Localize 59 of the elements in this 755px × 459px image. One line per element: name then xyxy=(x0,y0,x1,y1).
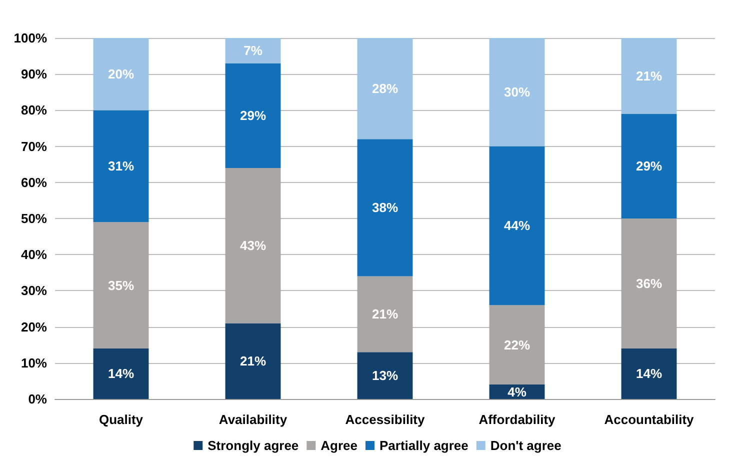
y-tick-label: 50% xyxy=(20,211,48,226)
bar xyxy=(357,139,413,276)
bar xyxy=(225,168,281,324)
y-tick-label: 30% xyxy=(20,283,48,298)
data-label: 21% xyxy=(372,306,398,322)
y-tick-label: 60% xyxy=(20,174,48,190)
bar xyxy=(225,323,281,399)
data-label: 36% xyxy=(636,276,662,291)
data-label: 30% xyxy=(504,84,530,100)
y-tick-label: 10% xyxy=(20,355,48,370)
data-label: 14% xyxy=(108,366,134,382)
bar xyxy=(357,38,413,140)
x-tick-label: Accountability xyxy=(604,412,695,427)
bar xyxy=(93,110,149,222)
data-label: 13% xyxy=(372,368,398,384)
bar xyxy=(225,63,281,168)
data-label: 7% xyxy=(244,43,263,58)
y-tick-label: 90% xyxy=(20,66,48,82)
bar xyxy=(93,222,149,348)
data-label: 14% xyxy=(636,366,662,382)
data-label: 21% xyxy=(636,68,662,84)
data-label: 35% xyxy=(108,278,134,293)
bar xyxy=(93,348,149,399)
y-tick-label: 70% xyxy=(20,138,48,154)
bar xyxy=(489,305,545,385)
bar xyxy=(489,146,545,306)
data-label: 4% xyxy=(508,384,527,400)
data-label: 38% xyxy=(372,200,398,216)
x-tick-label: Accessibility xyxy=(345,412,426,427)
x-tick-label: Quality xyxy=(98,412,144,427)
y-tick-label: 100% xyxy=(14,30,48,46)
bar xyxy=(621,38,677,114)
x-tick-label: Availability xyxy=(218,412,288,427)
bar xyxy=(489,38,545,146)
bar xyxy=(357,352,413,399)
bar xyxy=(93,38,149,110)
legend-label: Don't agree xyxy=(490,438,562,453)
data-label: 20% xyxy=(108,66,134,82)
y-tick-label: 80% xyxy=(20,102,48,118)
bar xyxy=(621,218,677,348)
legend-label: Agree xyxy=(320,438,358,453)
legend-label: Strongly agree xyxy=(208,438,299,453)
data-label: 44% xyxy=(504,218,530,234)
y-tick-label: 0% xyxy=(28,392,48,406)
data-label: 31% xyxy=(108,158,134,174)
y-tick-label: 40% xyxy=(20,247,48,262)
data-label: 22% xyxy=(504,337,530,352)
data-label: 29% xyxy=(636,158,662,174)
data-label: 21% xyxy=(240,354,266,369)
bar xyxy=(225,38,281,64)
x-tick-label: Affordability xyxy=(478,412,556,427)
bar xyxy=(621,348,677,399)
data-label: 43% xyxy=(240,238,266,254)
data-label: 28% xyxy=(372,81,398,96)
y-tick-label: 20% xyxy=(20,319,48,334)
data-label: 29% xyxy=(240,108,266,124)
legend-label: Partially agree xyxy=(380,438,468,453)
bar xyxy=(357,276,413,352)
bar xyxy=(621,114,677,218)
